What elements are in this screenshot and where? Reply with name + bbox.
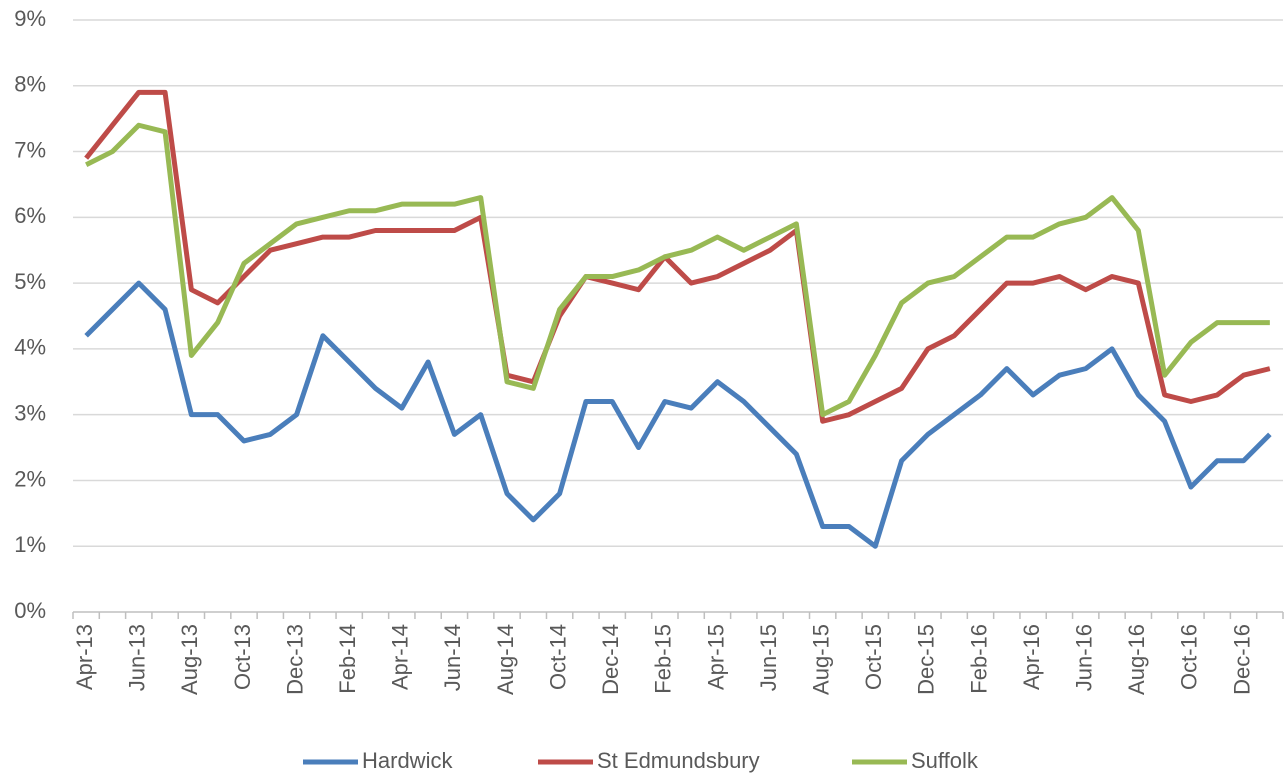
x-tick-label: Jun-13 <box>125 624 150 691</box>
x-tick-label: Feb-15 <box>651 624 676 694</box>
x-tick-label: Apr-15 <box>703 624 728 690</box>
legend-label: St Edmundsbury <box>597 748 760 773</box>
x-tick-label: Jun-16 <box>1072 624 1097 691</box>
x-tick-label: Dec-13 <box>282 624 307 695</box>
x-tick-label: Oct-14 <box>545 624 570 690</box>
x-tick-label: Oct-15 <box>861 624 886 690</box>
x-tick-label: Dec-16 <box>1229 624 1254 695</box>
y-tick-label: 3% <box>14 400 46 425</box>
series-line <box>85 122 1270 418</box>
x-tick-label: Apr-16 <box>1019 624 1044 690</box>
legend-label: Hardwick <box>362 748 453 773</box>
x-tick-label: Aug-16 <box>1124 624 1149 695</box>
legend-label: Suffolk <box>911 748 979 773</box>
x-tick-label: Feb-14 <box>335 624 360 694</box>
x-tick-label: Apr-14 <box>388 624 413 690</box>
y-tick-label: 5% <box>14 269 46 294</box>
x-tick-label: Apr-13 <box>72 624 97 690</box>
y-tick-label: 6% <box>14 203 46 228</box>
series-line <box>84 280 1272 549</box>
y-tick-label: 1% <box>14 532 46 557</box>
y-tick-label: 4% <box>14 335 46 360</box>
series-line <box>84 89 1271 424</box>
y-tick-label: 2% <box>14 466 46 491</box>
y-tick-label: 9% <box>14 6 46 31</box>
x-tick-label: Jun-14 <box>440 624 465 691</box>
y-tick-label: 8% <box>14 72 46 97</box>
x-tick-label: Aug-15 <box>808 624 833 695</box>
x-tick-label: Feb-16 <box>966 624 991 694</box>
x-tick-label: Oct-13 <box>230 624 255 690</box>
y-tick-label: 0% <box>14 598 46 623</box>
x-tick-label: Dec-14 <box>598 624 623 695</box>
x-tick-label: Aug-14 <box>493 624 518 695</box>
x-tick-label: Oct-16 <box>1177 624 1202 690</box>
x-tick-label: Dec-15 <box>914 624 939 695</box>
y-tick-label: 7% <box>14 137 46 162</box>
x-tick-label: Aug-13 <box>177 624 202 695</box>
x-tick-label: Jun-15 <box>756 624 781 691</box>
